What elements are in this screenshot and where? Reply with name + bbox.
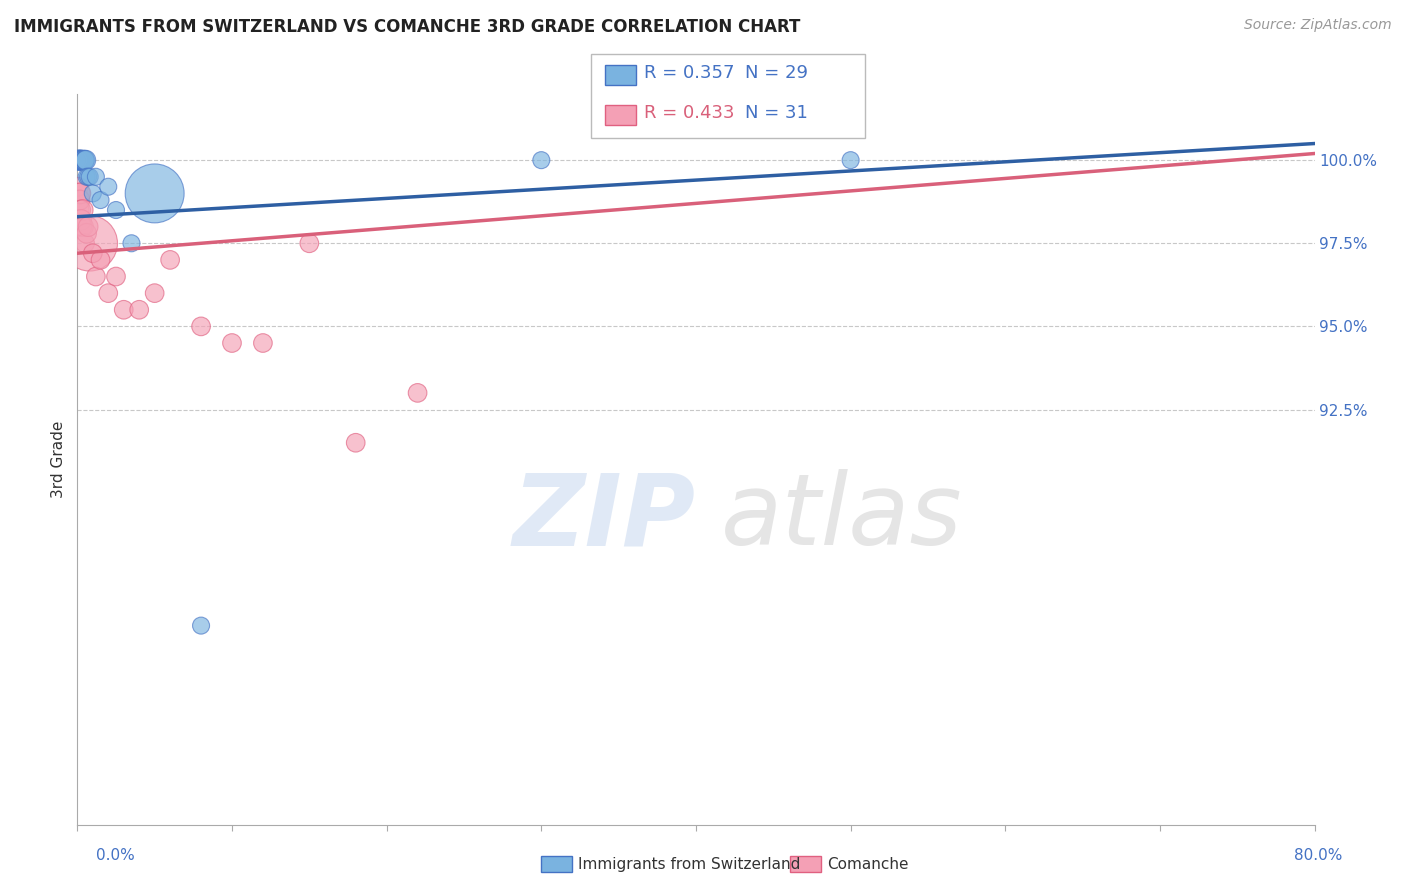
Point: [67, 179, 90, 194]
Point: [67, 153, 90, 168]
Point: [190, 618, 212, 632]
Point: [90, 193, 111, 207]
Text: 0.0%: 0.0%: [96, 848, 135, 863]
Point: [69, 193, 91, 207]
Point: [70, 219, 93, 234]
Point: [67, 153, 90, 168]
Point: [75, 153, 97, 168]
Text: Comanche: Comanche: [827, 857, 908, 871]
Point: [69, 186, 91, 201]
Point: [69, 153, 91, 168]
Point: [67, 193, 90, 207]
Point: [530, 153, 553, 168]
Point: [70, 153, 93, 168]
Point: [84, 269, 107, 284]
Point: [84, 169, 107, 184]
Point: [190, 319, 212, 334]
Point: [121, 236, 143, 251]
Point: [82, 186, 104, 201]
Point: [159, 252, 181, 267]
Point: [298, 236, 321, 251]
Point: [221, 336, 243, 351]
Point: [72, 202, 94, 217]
Point: [839, 153, 862, 168]
Point: [77, 169, 100, 184]
Point: [143, 186, 166, 201]
Point: [105, 202, 127, 217]
Point: [70, 213, 93, 227]
Point: [70, 153, 93, 168]
Point: [90, 252, 111, 267]
Point: [72, 153, 94, 168]
Text: ZIP: ZIP: [513, 469, 696, 566]
Point: [406, 385, 429, 400]
Point: [72, 219, 94, 234]
Point: [344, 435, 367, 450]
Point: [72, 153, 94, 168]
Point: [75, 236, 96, 251]
Text: R = 0.433: R = 0.433: [644, 104, 734, 122]
Text: R = 0.357: R = 0.357: [644, 64, 734, 82]
Point: [69, 153, 91, 168]
Text: Source: ZipAtlas.com: Source: ZipAtlas.com: [1244, 18, 1392, 32]
Point: [128, 302, 150, 317]
Point: [79, 169, 101, 184]
Point: [76, 227, 98, 241]
Point: [73, 153, 96, 168]
Point: [70, 153, 93, 168]
Point: [105, 269, 127, 284]
Point: [82, 246, 104, 260]
Point: [67, 153, 90, 168]
Point: [75, 153, 96, 168]
Y-axis label: 3rd Grade: 3rd Grade: [51, 421, 66, 498]
Point: [69, 153, 91, 168]
Point: [79, 236, 101, 251]
Point: [97, 286, 120, 301]
Point: [67, 186, 90, 201]
Point: [69, 186, 91, 201]
Point: [112, 302, 135, 317]
Text: IMMIGRANTS FROM SWITZERLAND VS COMANCHE 3RD GRADE CORRELATION CHART: IMMIGRANTS FROM SWITZERLAND VS COMANCHE …: [14, 18, 800, 36]
Point: [77, 219, 100, 234]
Point: [76, 169, 98, 184]
Text: N = 31: N = 31: [745, 104, 808, 122]
Text: 80.0%: 80.0%: [1295, 848, 1343, 863]
Point: [69, 153, 91, 168]
Point: [67, 202, 90, 217]
Point: [67, 153, 90, 168]
Text: Immigrants from Switzerland: Immigrants from Switzerland: [578, 857, 800, 871]
Point: [143, 286, 166, 301]
Text: N = 29: N = 29: [745, 64, 808, 82]
Text: atlas: atlas: [721, 469, 962, 566]
Point: [97, 179, 120, 194]
Point: [252, 336, 274, 351]
Point: [69, 202, 91, 217]
